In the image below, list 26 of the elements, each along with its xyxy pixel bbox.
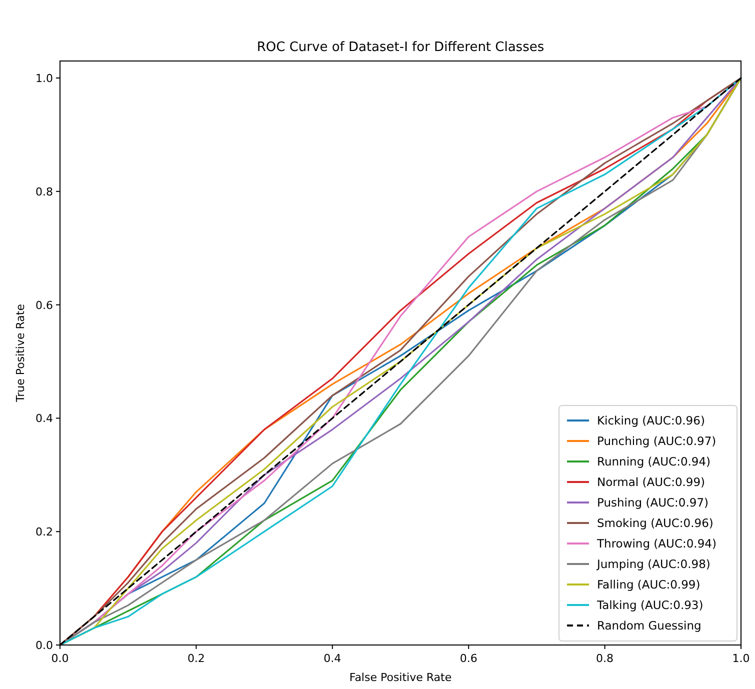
legend-label: Talking (AUC:0.93) <box>596 598 704 612</box>
chart-title: ROC Curve of Dataset-I for Different Classes <box>256 40 544 55</box>
legend-label: Throwing (AUC:0.94) <box>596 536 716 550</box>
x-tick-label: 0.4 <box>324 652 342 665</box>
legend-label: Random Guessing <box>597 618 702 632</box>
y-tick-label: 0.0 <box>36 639 53 652</box>
y-axis-title: True Positive Rate <box>14 304 27 403</box>
x-tick-label: 0.2 <box>187 652 205 665</box>
x-tick-label: 1.0 <box>732 652 750 665</box>
legend-label: Punching (AUC:0.97) <box>597 434 716 448</box>
legend-label: Kicking (AUC:0.96) <box>597 414 705 428</box>
legend-label: Smoking (AUC:0.96) <box>597 516 714 530</box>
y-tick-label: 0.6 <box>36 298 53 312</box>
x-tick-label: 0.0 <box>51 652 69 665</box>
y-tick-label: 0.4 <box>36 412 53 426</box>
legend-label: Pushing (AUC:0.97) <box>597 496 709 510</box>
y-tick-label: 0.8 <box>36 185 53 198</box>
legend-label: Falling (AUC:0.99) <box>597 578 700 592</box>
legend-label: Normal (AUC:0.99) <box>597 475 706 489</box>
legend-label: Running (AUC:0.94) <box>597 454 711 468</box>
x-tick-label: 0.8 <box>596 652 614 665</box>
y-tick-label: 0.2 <box>36 526 53 539</box>
x-axis-title: False Positive Rate <box>349 671 452 684</box>
y-tick-label: 1.0 <box>36 72 53 86</box>
x-tick-label: 0.6 <box>460 652 478 665</box>
legend-label: Jumping (AUC:0.98) <box>596 557 710 571</box>
